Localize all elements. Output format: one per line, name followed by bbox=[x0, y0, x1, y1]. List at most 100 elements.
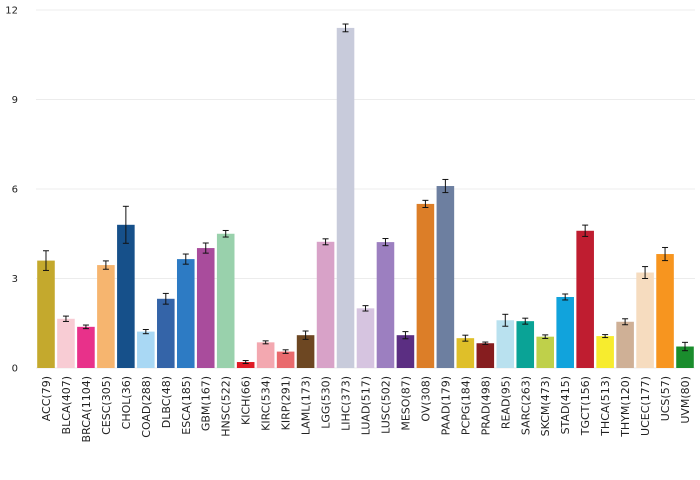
y-tick-label: 3 bbox=[12, 274, 18, 285]
x-tick-label: ACC(79) bbox=[40, 376, 53, 421]
error-bar-read bbox=[502, 313, 509, 327]
bar-thca bbox=[596, 336, 614, 368]
error-bar-brca bbox=[82, 324, 89, 330]
bar-ucs bbox=[656, 254, 674, 368]
error-bars bbox=[42, 23, 689, 365]
error-bar-lihc bbox=[342, 23, 349, 33]
error-bar-pcpg bbox=[462, 334, 469, 342]
error-bar-laml bbox=[302, 330, 309, 340]
error-bar-lgg bbox=[322, 238, 329, 246]
error-bar-sarc bbox=[522, 317, 529, 325]
x-tick-label: COAD(288) bbox=[140, 376, 153, 438]
x-tick-label: LAML(173) bbox=[300, 376, 313, 435]
bar-dlbc bbox=[157, 298, 175, 368]
y-tick-label: 9 bbox=[12, 95, 18, 106]
x-tick-label: KICH(66) bbox=[240, 376, 253, 425]
error-bar-kirp bbox=[282, 349, 289, 354]
error-bar-gbm bbox=[202, 242, 209, 254]
error-bar-tgct bbox=[582, 224, 589, 237]
error-bar-thca bbox=[602, 334, 609, 339]
bar-uvm bbox=[676, 346, 694, 368]
error-bar-thym bbox=[622, 318, 629, 326]
x-tick-label: LUSC(502) bbox=[379, 376, 392, 434]
x-tick-label: KIRC(534) bbox=[260, 376, 273, 431]
x-tick-label: UCEC(177) bbox=[639, 376, 652, 436]
bar-lihc bbox=[336, 27, 355, 369]
x-tick-label: HNSC(522) bbox=[220, 376, 233, 437]
x-tick-label: DLBC(48) bbox=[160, 376, 173, 428]
bar-sarc bbox=[516, 321, 535, 368]
error-bar-ucs bbox=[662, 246, 669, 262]
bar-kich bbox=[236, 362, 255, 368]
error-bar-kirc bbox=[262, 340, 269, 345]
error-bar-ov bbox=[422, 199, 429, 208]
bar-hnsc bbox=[216, 233, 235, 368]
bar-meso bbox=[396, 335, 415, 368]
bar-ucec bbox=[636, 272, 654, 368]
bar-brca bbox=[77, 326, 95, 368]
x-tick-label: PRAD(498) bbox=[479, 376, 492, 435]
error-bar-uvm bbox=[682, 341, 689, 352]
error-bar-prad bbox=[482, 341, 489, 345]
x-tick-label: STAD(415) bbox=[559, 376, 572, 434]
x-tick-label: CHOL(36) bbox=[120, 376, 133, 429]
bar-prad bbox=[476, 343, 495, 368]
x-tick-label: BLCA(407) bbox=[60, 376, 73, 434]
bar-lgg bbox=[316, 241, 335, 368]
y-tick-label: 0 bbox=[12, 364, 18, 375]
y-tick-label: 6 bbox=[12, 185, 18, 196]
x-tick-label: OV(308) bbox=[419, 376, 432, 422]
bar-esca bbox=[176, 259, 195, 368]
error-bar-kich bbox=[242, 360, 249, 365]
error-bar-coad bbox=[142, 329, 149, 335]
x-tick-label: THCA(513) bbox=[599, 376, 612, 437]
bar-laml bbox=[296, 335, 315, 368]
x-tick-label: PAAD(179) bbox=[439, 376, 452, 435]
bar-pcpg bbox=[456, 338, 475, 368]
x-tick-label: READ(95) bbox=[499, 376, 512, 429]
bar-tgct bbox=[576, 230, 594, 368]
bar-chol bbox=[117, 224, 135, 368]
bar-luad bbox=[356, 308, 375, 368]
x-tick-label: MESO(87) bbox=[399, 376, 412, 431]
x-tick-label: BRCA(1104) bbox=[80, 376, 93, 442]
error-bar-luad bbox=[362, 305, 369, 312]
bar-cesc bbox=[97, 265, 115, 368]
error-bar-blca bbox=[62, 315, 69, 322]
bar-gbm bbox=[196, 248, 215, 368]
error-bar-skcm bbox=[542, 334, 549, 339]
x-tick-label: SARC(263) bbox=[519, 376, 532, 435]
bar-paad bbox=[436, 186, 455, 368]
error-bar-dlbc bbox=[162, 292, 169, 305]
bar-kirc bbox=[256, 342, 275, 368]
bar-lusc bbox=[376, 242, 395, 368]
x-tick-label: SKCM(473) bbox=[539, 376, 552, 436]
x-tick-label: KIRP(291) bbox=[280, 376, 293, 430]
bar-thym bbox=[616, 321, 634, 368]
error-bar-esca bbox=[182, 253, 189, 265]
x-axis: ACC(79) BLCA(407) BRCA(1104) CESC(305) CHOL(… bbox=[40, 376, 692, 442]
bar-kirp bbox=[276, 351, 295, 368]
bar-blca bbox=[57, 318, 75, 368]
bars bbox=[37, 27, 694, 369]
x-tick-label: GBM(167) bbox=[200, 376, 213, 431]
x-tick-label: PCPG(184) bbox=[459, 376, 472, 435]
x-tick-label: LGG(530) bbox=[320, 376, 333, 429]
y-tick-label: 12 bbox=[5, 6, 18, 17]
x-tick-label: UVM(80) bbox=[679, 376, 692, 424]
bar-read bbox=[496, 320, 515, 368]
error-bar-lusc bbox=[382, 238, 389, 247]
error-bar-hnsc bbox=[222, 229, 229, 238]
y-axis: 0 3 6 9 12 bbox=[5, 6, 18, 375]
error-bar-ucec bbox=[642, 266, 649, 279]
x-tick-label: UCS(57) bbox=[659, 376, 672, 421]
x-tick-label: THYM(120) bbox=[619, 376, 632, 438]
x-tick-label: LIHC(373) bbox=[340, 376, 353, 431]
error-bar-acc bbox=[42, 250, 49, 271]
bar-coad bbox=[137, 331, 155, 368]
bar-skcm bbox=[536, 336, 555, 368]
error-bar-chol bbox=[122, 205, 129, 244]
x-tick-label: CESC(305) bbox=[100, 376, 113, 435]
